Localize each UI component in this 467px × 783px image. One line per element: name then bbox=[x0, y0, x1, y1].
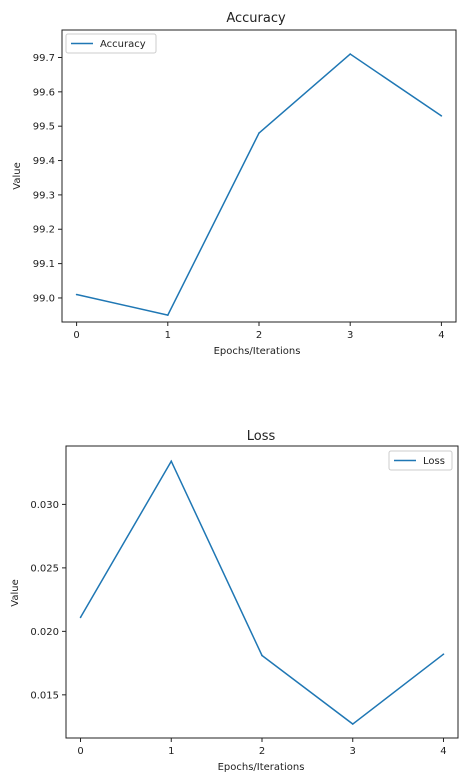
accuracy-legend-box bbox=[65, 33, 157, 54]
accuracy-y-tick-label-5: 99.5 bbox=[33, 122, 55, 133]
loss-legend: Loss bbox=[388, 450, 453, 471]
loss-plot-frame bbox=[65, 445, 459, 739]
loss-legend-label: Loss bbox=[423, 456, 445, 467]
accuracy-y-tick-label-7: 99.7 bbox=[33, 53, 55, 64]
accuracy-data-points bbox=[75, 53, 443, 316]
loss-data-point-1 bbox=[170, 460, 173, 463]
accuracy-x-tick-label-3: 3 bbox=[347, 330, 353, 341]
accuracy-chart: Accuracy 99.099.199.299.399.499.599.699.… bbox=[12, 11, 457, 357]
accuracy-y-tick-label-3: 99.3 bbox=[33, 190, 55, 201]
loss-x-tick-label-1: 1 bbox=[168, 746, 174, 757]
accuracy-data-point-1 bbox=[166, 314, 169, 316]
loss-y-axis-label: Value bbox=[10, 579, 21, 606]
accuracy-x-tick-label-0: 0 bbox=[73, 330, 79, 341]
loss-chart-title: Loss bbox=[247, 429, 276, 444]
loss-data-point-2 bbox=[261, 654, 263, 657]
loss-chart: Loss 0.015 0.020 0.025 0.030 0 1 2 3 4 Epochs/I… bbox=[10, 429, 459, 773]
loss-data-point-4 bbox=[442, 653, 445, 656]
accuracy-plot-frame bbox=[61, 29, 457, 323]
loss-data-point-3 bbox=[351, 723, 354, 725]
accuracy-x-tick-label-2: 2 bbox=[256, 330, 262, 341]
accuracy-legend-label: Accuracy bbox=[100, 39, 146, 50]
accuracy-series-line bbox=[76, 53, 442, 316]
accuracy-data-point-2 bbox=[258, 132, 260, 134]
loss-x-tick-label-0: 0 bbox=[77, 746, 83, 757]
accuracy-y-tick-label-0: 99.0 bbox=[33, 293, 55, 304]
accuracy-data-point-3 bbox=[349, 53, 352, 55]
loss-y-tick-label-1: 0.020 bbox=[30, 627, 59, 638]
accuracy-chart-title: Accuracy bbox=[226, 11, 286, 26]
loss-x-tick-label-4: 4 bbox=[440, 746, 446, 757]
loss-y-tick-label-2: 0.025 bbox=[30, 563, 59, 574]
loss-x-axis-label: Epochs/Iterations bbox=[218, 762, 305, 773]
accuracy-data-point-0 bbox=[75, 293, 78, 296]
loss-y-tick-label-0: 0.015 bbox=[30, 690, 59, 701]
accuracy-x-tick-label-4: 4 bbox=[438, 330, 444, 341]
loss-x-tick-label-2: 2 bbox=[259, 746, 265, 757]
loss-y-tick-label-3: 0.030 bbox=[30, 500, 59, 511]
accuracy-y-tick-label-2: 99.2 bbox=[33, 225, 55, 236]
loss-y-ticks: 0.015 0.020 0.025 0.030 bbox=[30, 500, 66, 701]
loss-data-points bbox=[79, 460, 445, 725]
accuracy-y-tick-label-4: 99.4 bbox=[33, 156, 55, 167]
loss-data-point-0 bbox=[79, 616, 82, 619]
accuracy-y-tick-label-6: 99.6 bbox=[33, 87, 55, 98]
loss-series-line bbox=[79, 459, 444, 725]
accuracy-y-axis-label: Value bbox=[12, 162, 23, 189]
loss-x-ticks: 0 1 2 3 4 bbox=[77, 738, 447, 757]
accuracy-x-tick-label-1: 1 bbox=[165, 330, 171, 341]
loss-x-tick-label-3: 3 bbox=[350, 746, 356, 757]
accuracy-x-ticks: 0 1 2 3 4 bbox=[73, 322, 445, 341]
accuracy-x-axis-label: Epochs/Iterations bbox=[214, 346, 301, 357]
loss-legend-box bbox=[388, 450, 453, 471]
accuracy-y-ticks: 99.0 99.1 99.2 99.3 99.4 99.5 99.6 99.7 bbox=[33, 53, 62, 304]
accuracy-data-point-4 bbox=[440, 115, 443, 117]
accuracy-legend: Accuracy bbox=[65, 33, 157, 54]
accuracy-y-tick-label-1: 99.1 bbox=[33, 259, 55, 270]
